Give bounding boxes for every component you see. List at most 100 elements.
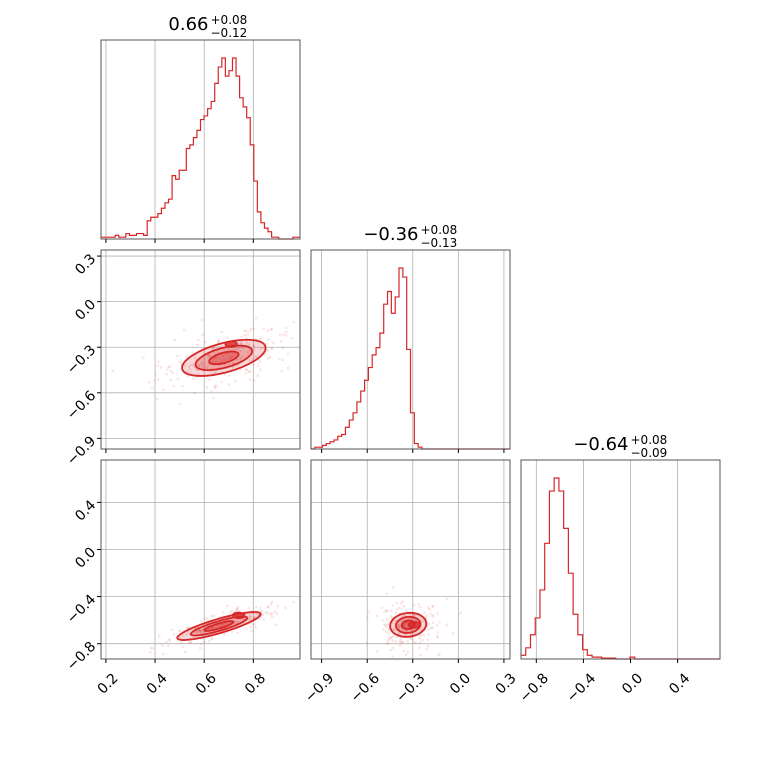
sample-point bbox=[142, 356, 145, 360]
sample-point bbox=[427, 628, 430, 631]
sample-point bbox=[199, 631, 202, 634]
histogram-1-line bbox=[311, 267, 510, 450]
sample-point bbox=[412, 633, 416, 636]
sample-point bbox=[397, 606, 401, 610]
sample-point bbox=[226, 352, 229, 355]
sample-point bbox=[401, 620, 404, 623]
sample-point bbox=[404, 609, 408, 612]
sample-point bbox=[409, 632, 412, 636]
sample-point bbox=[412, 604, 416, 607]
sample-point bbox=[187, 626, 190, 630]
title-value: −0.64 bbox=[573, 434, 628, 455]
sample-point bbox=[242, 622, 245, 625]
sample-point bbox=[258, 606, 262, 609]
sample-point bbox=[250, 630, 254, 633]
sample-point bbox=[165, 640, 168, 644]
sample-point bbox=[220, 331, 224, 334]
sample-point bbox=[207, 363, 210, 366]
sample-point bbox=[222, 358, 226, 362]
x-tick-label: 0.2 bbox=[95, 670, 122, 697]
sample-point bbox=[262, 346, 265, 350]
sample-point bbox=[414, 619, 417, 622]
sample-point bbox=[223, 363, 226, 366]
sample-point bbox=[385, 642, 389, 645]
x-tick-label: −0.8 bbox=[517, 670, 552, 705]
sample-point bbox=[156, 378, 160, 381]
sample-point bbox=[208, 355, 211, 358]
density-peak bbox=[224, 340, 238, 348]
sample-point bbox=[207, 639, 211, 643]
density-contour-0 bbox=[181, 338, 267, 377]
sample-point bbox=[398, 644, 402, 647]
sample-point bbox=[212, 351, 216, 355]
sample-point bbox=[242, 617, 246, 621]
sample-point bbox=[258, 360, 261, 363]
title-minus-error: −0.13 bbox=[421, 236, 458, 250]
sample-point bbox=[256, 364, 260, 367]
sample-point bbox=[177, 636, 181, 639]
sample-point bbox=[385, 618, 389, 621]
sample-point bbox=[419, 633, 422, 636]
sample-point bbox=[198, 364, 201, 367]
sample-point bbox=[402, 624, 405, 627]
sample-point bbox=[247, 342, 250, 346]
sample-point bbox=[236, 605, 240, 609]
sample-point bbox=[231, 355, 234, 358]
sample-point bbox=[398, 631, 401, 635]
sample-point bbox=[427, 606, 430, 609]
sample-point bbox=[189, 371, 193, 374]
sample-point bbox=[187, 641, 191, 645]
sample-point bbox=[176, 377, 180, 380]
sample-point bbox=[210, 614, 213, 618]
sample-point bbox=[261, 613, 264, 617]
sample-point bbox=[285, 334, 288, 337]
density-peak bbox=[407, 621, 421, 629]
sample-point bbox=[245, 368, 248, 372]
sample-point bbox=[248, 614, 251, 617]
sample-point bbox=[189, 364, 192, 367]
sample-point bbox=[245, 367, 248, 371]
sample-point bbox=[167, 644, 170, 648]
sample-point bbox=[252, 616, 256, 620]
sample-point bbox=[391, 586, 395, 589]
sample-point bbox=[209, 628, 213, 631]
sample-point bbox=[211, 361, 214, 364]
sample-point bbox=[192, 365, 196, 369]
sample-point bbox=[393, 626, 397, 629]
sample-point bbox=[185, 370, 189, 374]
x-tick-label: 0.4 bbox=[666, 670, 693, 697]
sample-point bbox=[248, 616, 251, 619]
sample-point bbox=[228, 374, 231, 377]
sample-point bbox=[216, 340, 220, 343]
sample-point bbox=[249, 328, 253, 331]
sample-point bbox=[168, 638, 171, 641]
sample-point bbox=[402, 614, 406, 618]
sample-point bbox=[201, 363, 205, 367]
sample-point bbox=[178, 403, 181, 406]
sample-point bbox=[275, 612, 279, 615]
sample-point bbox=[159, 366, 163, 369]
sample-point bbox=[208, 353, 211, 357]
panel-frame bbox=[520, 459, 721, 660]
sample-point bbox=[430, 626, 433, 630]
sample-point bbox=[252, 327, 256, 331]
sample-point bbox=[223, 633, 226, 636]
sample-point bbox=[221, 355, 225, 358]
sample-point bbox=[398, 625, 401, 629]
sample-point bbox=[403, 613, 407, 616]
sample-point bbox=[177, 629, 181, 633]
sample-point bbox=[412, 617, 415, 621]
sample-point bbox=[212, 347, 216, 351]
sample-point bbox=[180, 641, 183, 644]
panel-frame bbox=[100, 249, 301, 450]
sample-point bbox=[233, 380, 237, 383]
sample-point bbox=[234, 610, 237, 613]
sample-point bbox=[259, 616, 262, 619]
sample-point bbox=[414, 641, 417, 644]
sample-point bbox=[280, 340, 283, 343]
sample-point bbox=[402, 605, 406, 608]
sample-point bbox=[431, 626, 434, 630]
sample-point bbox=[244, 372, 247, 375]
sample-point bbox=[397, 627, 400, 630]
